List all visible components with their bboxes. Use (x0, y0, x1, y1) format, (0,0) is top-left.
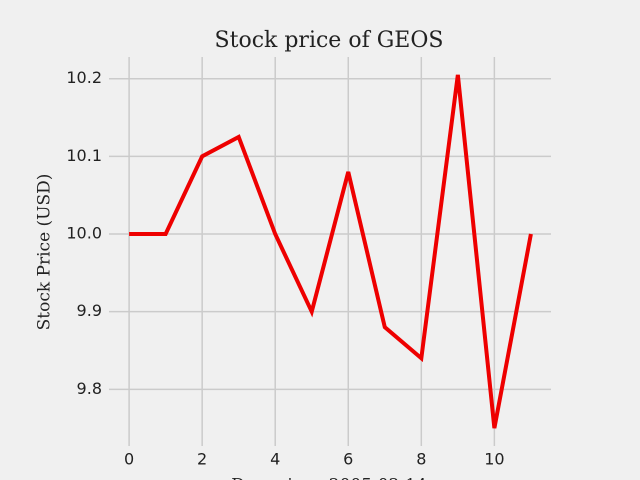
x-tick-label: 2 (197, 450, 207, 469)
y-axis-label: Stock Price (USD) (35, 174, 55, 331)
x-tick-label: 6 (343, 450, 353, 469)
price-line (129, 74, 533, 429)
y-tick-label: 10.2 (66, 68, 102, 87)
chart-title: Stock price of GEOS (215, 28, 444, 53)
y-tick-label: 9.8 (77, 379, 102, 398)
x-axis-label: Days since 2005-02-14 (231, 476, 427, 480)
y-tick-label: 10.1 (66, 146, 102, 165)
x-tick-label: 8 (416, 450, 426, 469)
x-tick-label: 4 (270, 450, 280, 469)
y-tick-label: 9.9 (77, 301, 102, 320)
y-tick-label: 10.0 (66, 224, 102, 243)
x-tick-label: 0 (124, 450, 134, 469)
x-tick-label: 10 (484, 450, 504, 469)
